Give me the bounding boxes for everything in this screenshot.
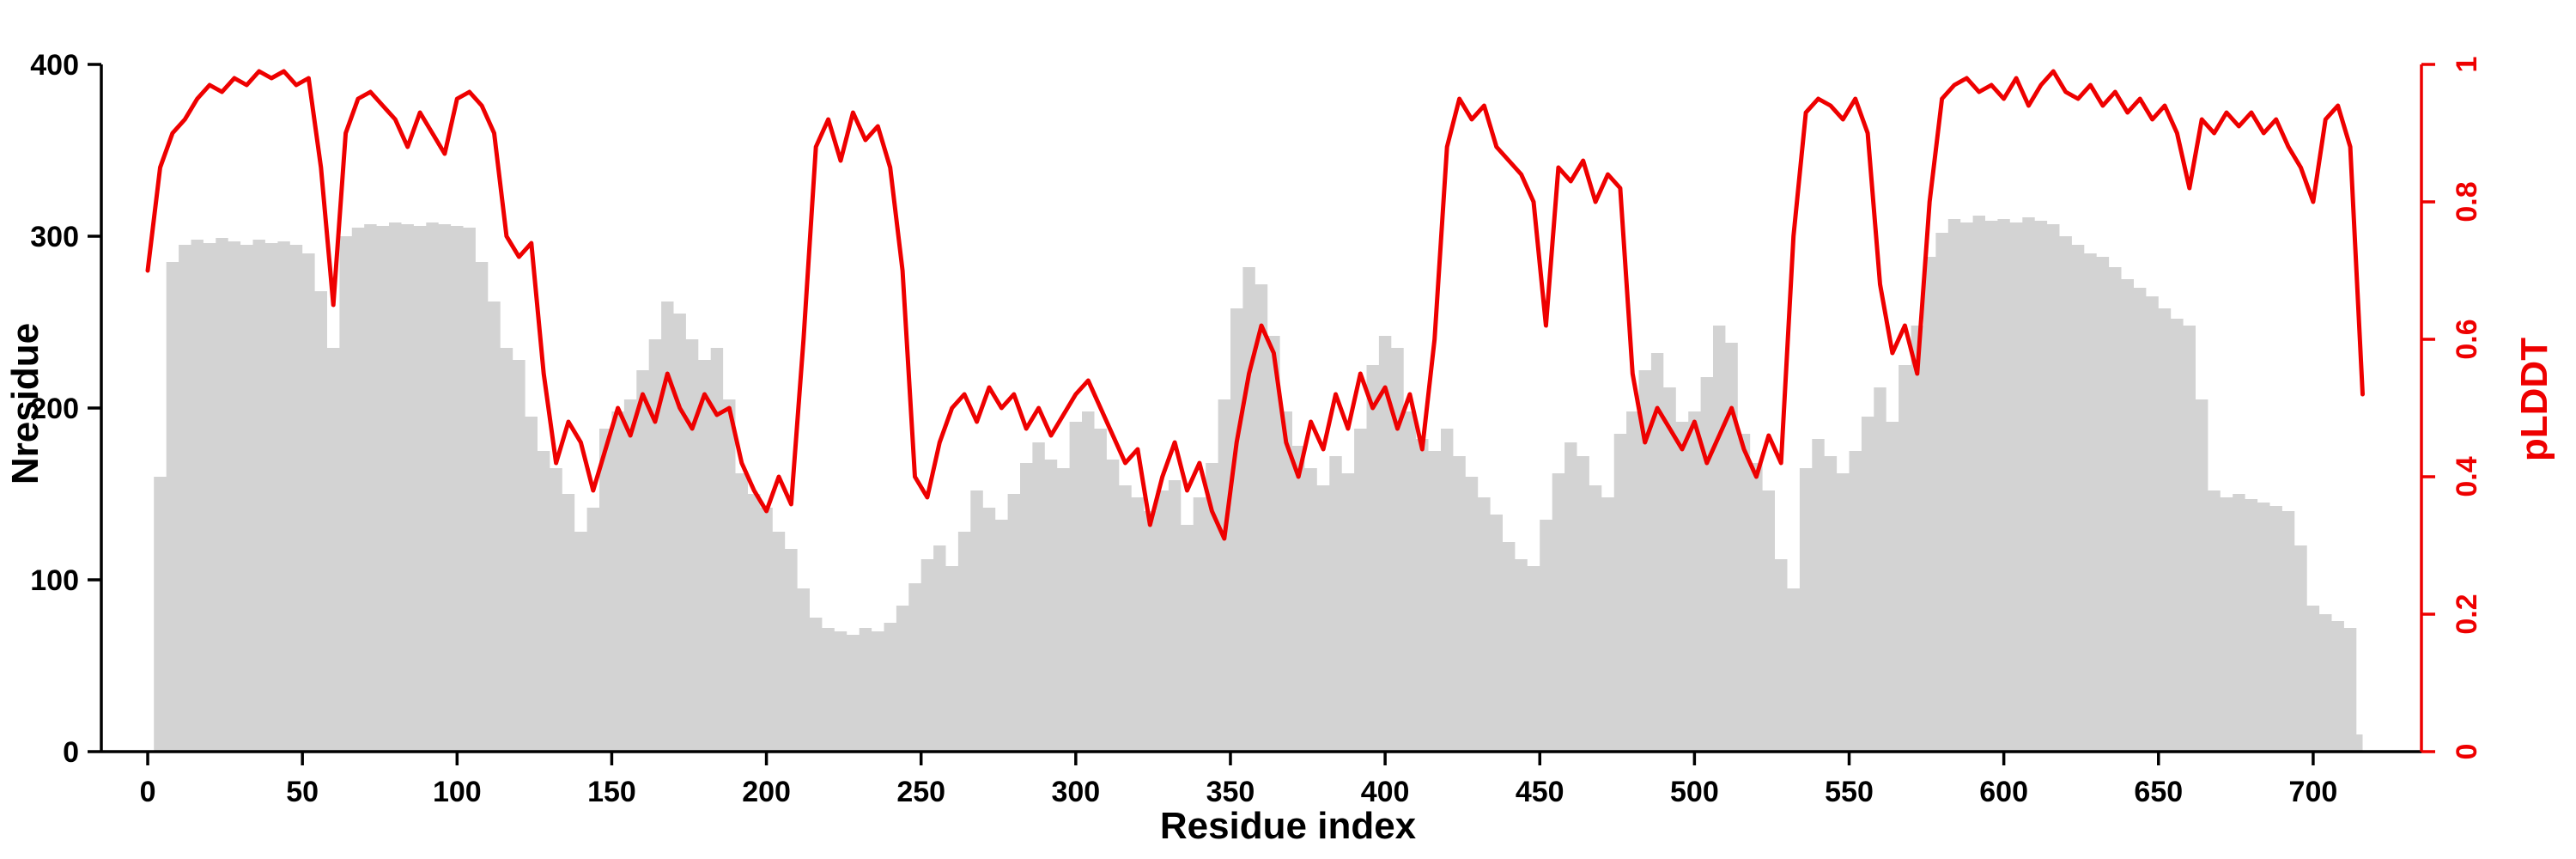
x-tick-label: 650 xyxy=(2134,776,2183,808)
x-tick-label: 0 xyxy=(140,776,156,808)
right-tick-label: 0.6 xyxy=(2451,319,2483,359)
x-axis-title: Residue index xyxy=(1159,805,1417,847)
x-tick-label: 550 xyxy=(1825,776,1874,808)
x-tick-label: 700 xyxy=(2289,776,2338,808)
x-tick-label: 150 xyxy=(587,776,636,808)
x-tick-label: 250 xyxy=(896,776,945,808)
right-tick-label: 1 xyxy=(2451,57,2483,73)
x-tick-label: 500 xyxy=(1670,776,1719,808)
x-tick-label: 600 xyxy=(1979,776,2028,808)
left-tick-label: 200 xyxy=(30,393,79,425)
left-tick-label: 100 xyxy=(30,564,79,597)
right-tick-label: 0 xyxy=(2451,744,2483,760)
left-axis-title: Nresidue xyxy=(4,322,46,485)
x-tick-label: 100 xyxy=(433,776,482,808)
x-tick-label: 50 xyxy=(286,776,319,808)
left-tick-label: 0 xyxy=(63,736,79,769)
x-tick-label: 450 xyxy=(1516,776,1564,808)
nresidue-area xyxy=(148,216,2363,752)
x-tick-label: 200 xyxy=(742,776,791,808)
left-tick-label: 300 xyxy=(30,221,79,253)
right-tick-label: 0.8 xyxy=(2451,181,2483,222)
right-tick-label: 0.4 xyxy=(2451,456,2483,497)
x-tick-label: 400 xyxy=(1361,776,1410,808)
right-tick-label: 0.2 xyxy=(2451,594,2483,634)
right-axis-title: pLDDT xyxy=(2513,337,2555,462)
left-tick-label: 400 xyxy=(30,49,79,82)
x-tick-label: 350 xyxy=(1206,776,1255,808)
plddt-line xyxy=(145,69,2365,541)
x-tick-label: 300 xyxy=(1051,776,1100,808)
